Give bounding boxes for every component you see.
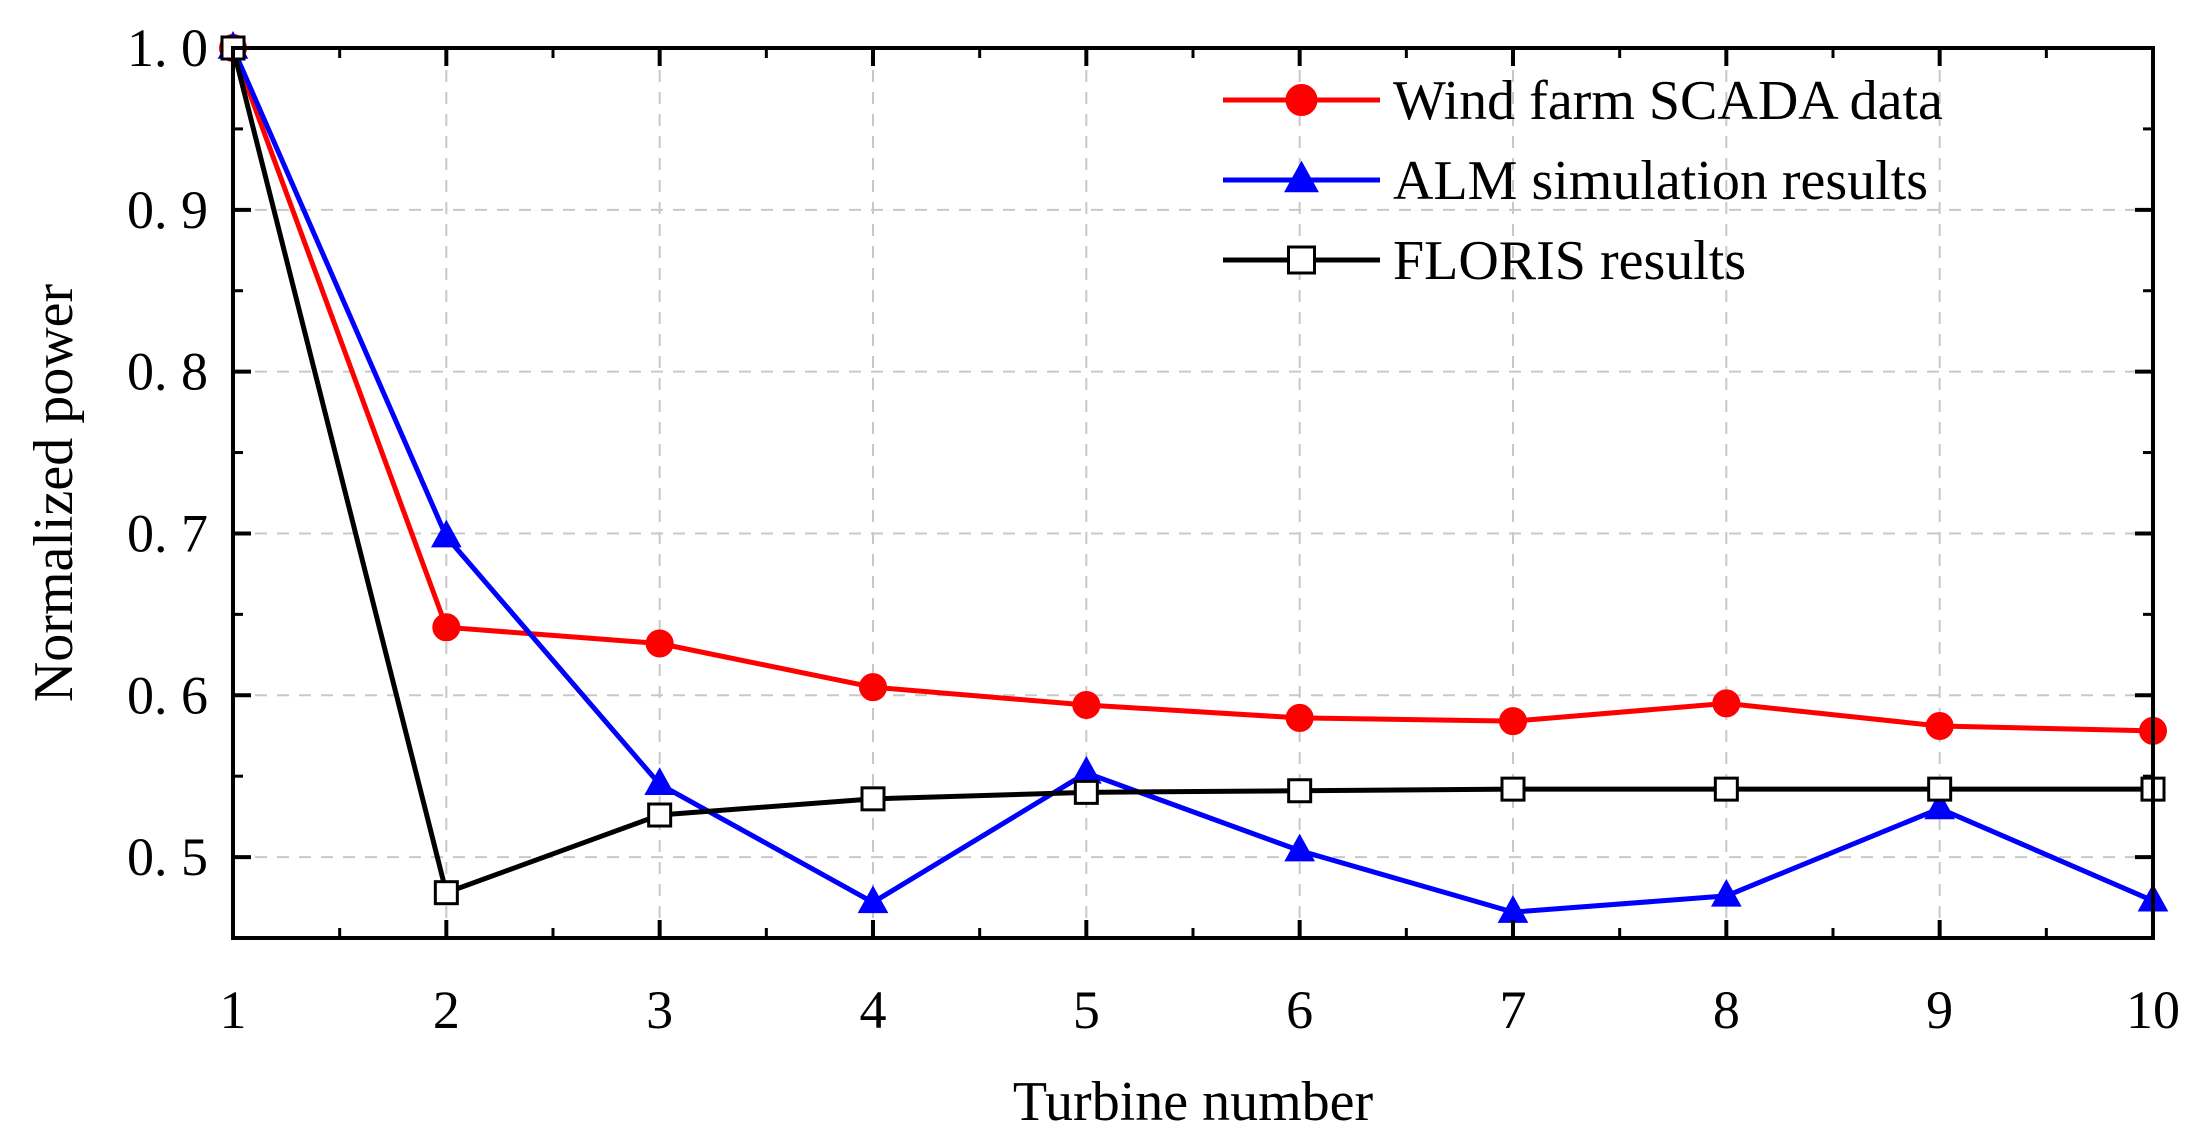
y-axis-title: Normalized power: [23, 284, 85, 703]
y-tick-label: 0. 6: [127, 665, 208, 725]
data-point: [1712, 689, 1741, 718]
y-tick-label: 1. 0: [127, 18, 208, 78]
legend-entry: FLORIS results: [1223, 230, 1746, 292]
data-point: [1070, 755, 1102, 784]
data-point: [1927, 776, 1953, 802]
series-line: [230, 47, 2154, 734]
data-point: [1073, 779, 1099, 805]
x-tick-label: 6: [1286, 980, 1313, 1040]
data-point: [1924, 791, 1956, 820]
grid-layer: [233, 48, 2153, 938]
data-point: [432, 613, 461, 642]
data-point: [1284, 833, 1316, 862]
x-axis-title: Turbine number: [1013, 1071, 1374, 1133]
y-tick-labels: 0. 5 0. 6 0. 7 0. 8 0. 9 1. 0: [127, 18, 208, 887]
legend: Wind farm SCADA data ALM simulation resul…: [1223, 70, 1943, 292]
series-line: [230, 46, 2154, 915]
data-point: [1925, 712, 1954, 741]
x-tick-label: 9: [1926, 980, 1953, 1040]
x-tick-label: 10: [2126, 980, 2180, 1040]
data-point: [1287, 778, 1313, 804]
legend-label: FLORIS results: [1393, 230, 1746, 292]
ticks-layer: [231, 46, 2155, 940]
legend-marker: [1287, 245, 1316, 275]
y-tick-label: 0. 7: [127, 503, 208, 563]
data-point: [859, 673, 887, 702]
series-line: [230, 47, 2153, 896]
data-point: [1713, 776, 1739, 802]
series-0: [219, 34, 2167, 745]
data-point: [645, 629, 674, 658]
legend-label: ALM simulation results: [1393, 150, 1928, 212]
x-tick-labels: 1 2 3 4 5 6 7 8 9 10: [220, 980, 2181, 1040]
y-tick-label: 0. 9: [127, 180, 208, 240]
data-point: [1500, 776, 1526, 802]
legend-marker: [1285, 84, 1318, 116]
series-layer: [217, 30, 2169, 923]
x-tick-label: 8: [1713, 980, 1740, 1040]
data-point: [433, 880, 459, 906]
legend-label: Wind farm SCADA data: [1393, 70, 1943, 132]
legend-entry: ALM simulation results: [1223, 150, 1928, 212]
legend-entry: Wind farm SCADA data: [1223, 70, 1943, 132]
data-point: [1499, 707, 1527, 736]
x-tick-label: 2: [433, 980, 460, 1040]
x-tick-label: 7: [1500, 980, 1527, 1040]
y-tick-label: 0. 5: [127, 827, 208, 887]
x-tick-label: 5: [1073, 980, 1100, 1040]
data-point: [857, 885, 889, 914]
data-point: [644, 767, 676, 795]
data-point: [1710, 878, 1742, 907]
data-point: [647, 802, 673, 828]
x-tick-label: 3: [646, 980, 673, 1040]
x-tick-label: 1: [220, 980, 247, 1040]
y-tick-label: 0. 8: [127, 342, 208, 402]
data-point: [430, 519, 462, 548]
data-point: [1285, 703, 1314, 732]
legend-marker: [1284, 160, 1319, 193]
data-point: [1072, 690, 1101, 719]
data-point: [860, 786, 886, 812]
x-tick-label: 4: [860, 980, 887, 1040]
